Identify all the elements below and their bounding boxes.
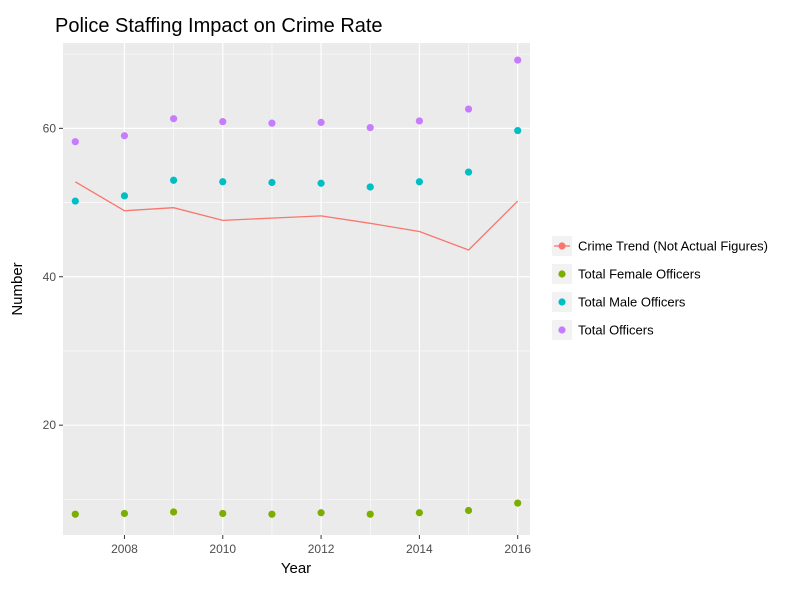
series-layer	[71, 56, 522, 518]
data-point-total-male-officers	[219, 178, 227, 186]
data-point-total-male-officers	[317, 179, 325, 187]
x-axis-title: Year	[281, 560, 311, 577]
legend-label: Total Male Officers	[578, 295, 686, 310]
legend-label: Total Officers	[578, 323, 654, 338]
data-point-total-officers	[514, 56, 522, 64]
data-point-total-female-officers	[317, 509, 325, 517]
data-point-total-officers	[464, 105, 473, 113]
series-line-crime-trend-not-actual-figures	[74, 181, 519, 251]
legend-key-point	[558, 270, 566, 278]
legend-key-point	[558, 326, 566, 334]
data-point-total-officers	[268, 119, 276, 127]
legend: Crime Trend (Not Actual Figures) Total Fe…	[552, 236, 768, 340]
data-point-total-officers	[170, 115, 178, 123]
plot-panel	[63, 43, 530, 535]
x-tick-label: 2016	[504, 542, 531, 556]
legend-key-point	[558, 242, 566, 250]
data-point-total-male-officers	[120, 192, 129, 200]
data-point-total-female-officers	[170, 508, 178, 516]
x-tick-label: 2010	[209, 542, 236, 556]
data-point-total-male-officers	[415, 178, 423, 186]
data-point-total-male-officers	[514, 126, 522, 135]
legend-label: Total Female Officers	[578, 267, 701, 282]
legend-label: Crime Trend (Not Actual Figures)	[578, 239, 768, 254]
data-point-total-male-officers	[71, 197, 79, 205]
x-tick-label: 2008	[111, 542, 138, 556]
data-point-total-officers	[71, 138, 79, 146]
chart-title: Police Staffing Impact on Crime Rate	[55, 15, 383, 37]
data-point-total-female-officers	[415, 509, 423, 517]
axis-tick-labels: 2008 2010 2012 2014 2016 20 40 60	[43, 121, 532, 556]
y-axis-title: Number	[9, 262, 26, 315]
axis-ticks	[59, 127, 519, 539]
data-point-total-female-officers	[514, 499, 522, 507]
data-point-total-officers	[366, 123, 374, 132]
x-tick-label: 2012	[308, 542, 335, 556]
data-point-total-officers	[317, 118, 325, 127]
y-tick-label: 20	[43, 418, 57, 432]
x-tick-label: 2014	[406, 542, 433, 556]
data-point-total-female-officers	[464, 506, 473, 515]
data-point-total-male-officers	[268, 178, 276, 187]
data-point-total-male-officers	[170, 176, 178, 184]
data-point-total-officers	[120, 132, 129, 140]
data-point-total-female-officers	[71, 510, 79, 518]
data-point-total-female-officers	[268, 510, 276, 518]
y-tick-label: 40	[43, 270, 57, 284]
data-point-total-female-officers	[366, 510, 374, 518]
data-point-total-male-officers	[366, 183, 374, 191]
data-point-total-female-officers	[219, 509, 227, 518]
legend-key-point	[558, 298, 566, 306]
y-tick-label: 60	[43, 121, 57, 135]
data-point-total-female-officers	[120, 509, 129, 518]
data-point-total-officers	[219, 118, 227, 126]
data-point-total-male-officers	[464, 168, 473, 176]
data-point-total-officers	[415, 117, 423, 125]
